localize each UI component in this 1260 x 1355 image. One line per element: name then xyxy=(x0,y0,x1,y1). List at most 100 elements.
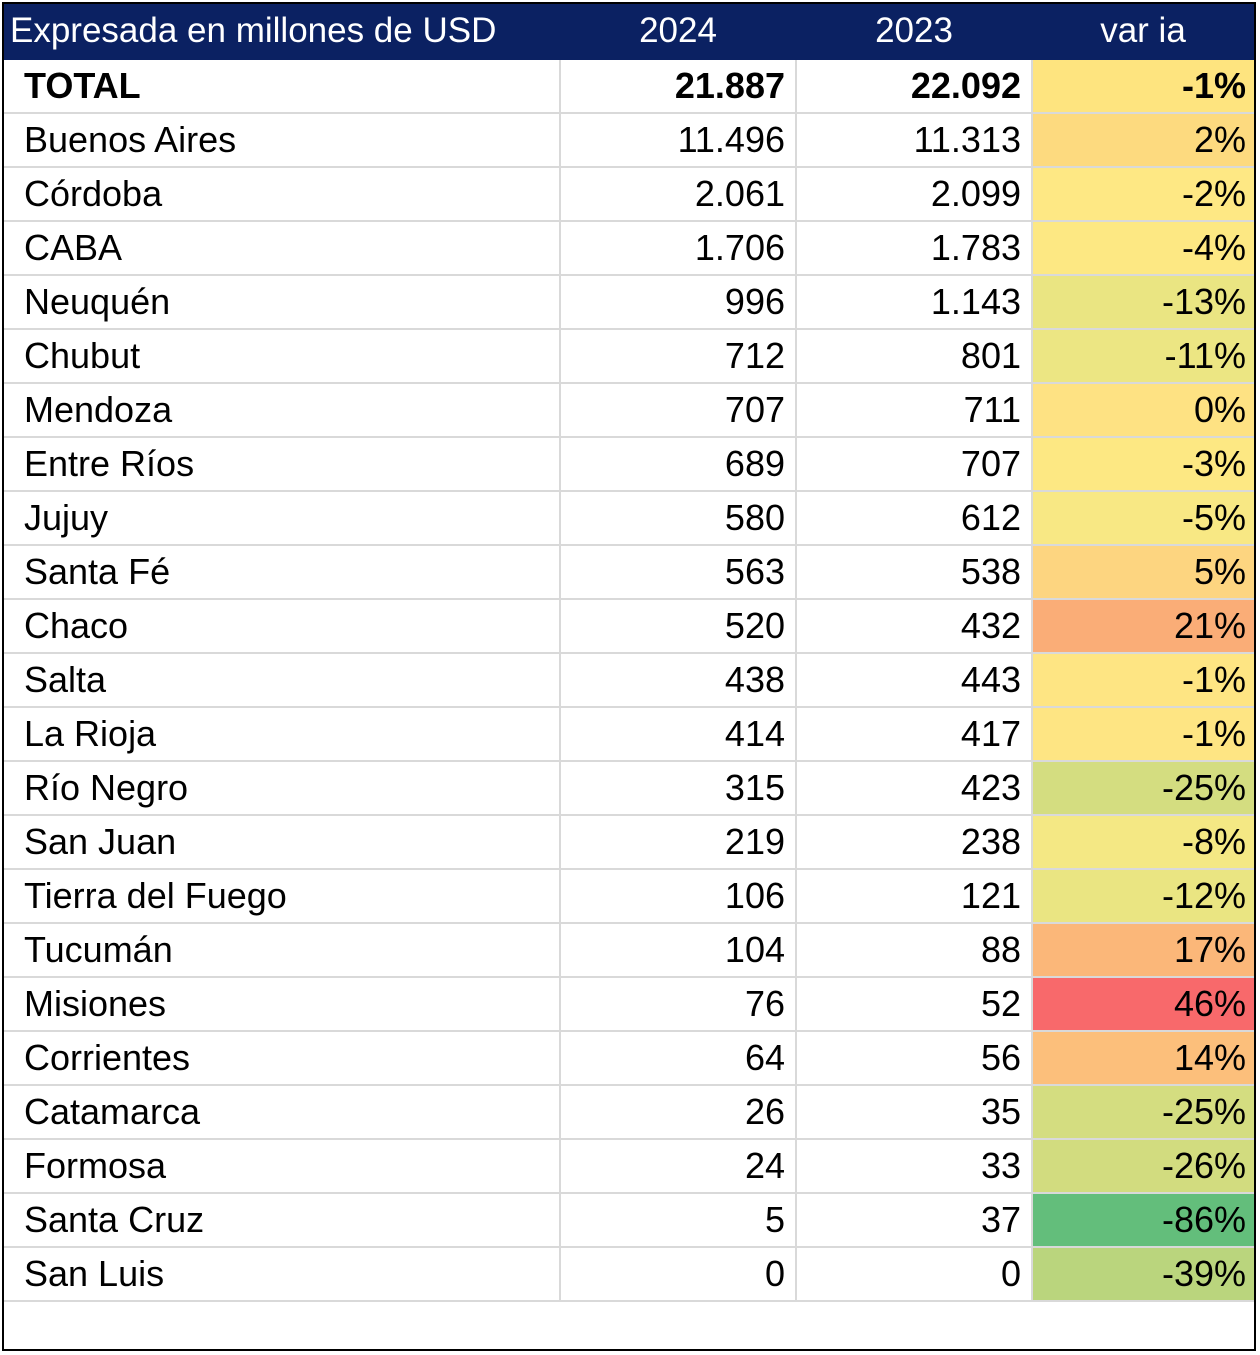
var-ia-cell: -1% xyxy=(1032,59,1254,114)
value-2023-cell: 0 xyxy=(796,1247,1033,1302)
table-row: Santa Fé 563 538 5% xyxy=(4,545,1254,600)
header-2023: 2023 xyxy=(796,4,1032,60)
value-2023-cell: 801 xyxy=(796,329,1033,384)
value-2024-cell: 2.061 xyxy=(560,167,797,222)
value-2024-cell: 219 xyxy=(560,815,797,870)
header-label: Expresada en millones de USD xyxy=(4,4,560,60)
province-name-cell: Misiones xyxy=(4,977,561,1032)
table-row: Río Negro 315 423 -25% xyxy=(4,761,1254,816)
var-ia-cell: -2% xyxy=(1032,167,1254,222)
var-ia-cell: -26% xyxy=(1032,1139,1254,1194)
value-2024-cell: 520 xyxy=(560,599,797,654)
province-name-cell: Corrientes xyxy=(4,1031,561,1086)
value-2023-cell: 52 xyxy=(796,977,1033,1032)
value-2023-cell: 2.099 xyxy=(796,167,1033,222)
table-row: Chaco 520 432 21% xyxy=(4,599,1254,654)
var-ia-cell: 17% xyxy=(1032,923,1254,978)
var-ia-cell: -12% xyxy=(1032,869,1254,924)
value-2024-cell: 5 xyxy=(560,1193,797,1248)
var-ia-cell: -25% xyxy=(1032,1085,1254,1140)
value-2024-cell: 64 xyxy=(560,1031,797,1086)
table-row: La Rioja 414 417 -1% xyxy=(4,707,1254,762)
province-name-cell: Formosa xyxy=(4,1139,561,1194)
province-name-cell: Río Negro xyxy=(4,761,561,816)
table-row: Misiones 76 52 46% xyxy=(4,977,1254,1032)
value-2024-cell: 315 xyxy=(560,761,797,816)
var-ia-cell: -4% xyxy=(1032,221,1254,276)
value-2024-cell: 104 xyxy=(560,923,797,978)
province-name-cell: Córdoba xyxy=(4,167,561,222)
value-2024-cell: 438 xyxy=(560,653,797,708)
value-2024-cell: 707 xyxy=(560,383,797,438)
table-row: Córdoba 2.061 2.099 -2% xyxy=(4,167,1254,222)
table-row: Buenos Aires 11.496 11.313 2% xyxy=(4,113,1254,168)
value-2024-cell: 563 xyxy=(560,545,797,600)
value-2023-cell: 238 xyxy=(796,815,1033,870)
var-ia-cell: -1% xyxy=(1032,653,1254,708)
province-name-cell: Buenos Aires xyxy=(4,113,561,168)
table-row: Salta 438 443 -1% xyxy=(4,653,1254,708)
value-2023-cell: 707 xyxy=(796,437,1033,492)
var-ia-cell: -5% xyxy=(1032,491,1254,546)
value-2023-cell: 35 xyxy=(796,1085,1033,1140)
value-2024-cell: 106 xyxy=(560,869,797,924)
value-2024-cell: 712 xyxy=(560,329,797,384)
value-2023-cell: 612 xyxy=(796,491,1033,546)
value-2023-cell: 88 xyxy=(796,923,1033,978)
var-ia-cell: -1% xyxy=(1032,707,1254,762)
value-2024-cell: 76 xyxy=(560,977,797,1032)
province-name-cell: TOTAL xyxy=(4,59,561,114)
table-row: Tucumán 104 88 17% xyxy=(4,923,1254,978)
var-ia-cell: -86% xyxy=(1032,1193,1254,1248)
table-row: Mendoza 707 711 0% xyxy=(4,383,1254,438)
province-name-cell: La Rioja xyxy=(4,707,561,762)
table-row: Chubut 712 801 -11% xyxy=(4,329,1254,384)
value-2023-cell: 423 xyxy=(796,761,1033,816)
table-row: Jujuy 580 612 -5% xyxy=(4,491,1254,546)
exports-by-province-table: Expresada en millones de USD 2024 2023 v… xyxy=(4,4,1254,1302)
province-name-cell: Catamarca xyxy=(4,1085,561,1140)
value-2023-cell: 1.783 xyxy=(796,221,1033,276)
province-name-cell: Chubut xyxy=(4,329,561,384)
value-2024-cell: 580 xyxy=(560,491,797,546)
var-ia-cell: 46% xyxy=(1032,977,1254,1032)
value-2024-cell: 689 xyxy=(560,437,797,492)
value-2024-cell: 11.496 xyxy=(560,113,797,168)
table-row: CABA 1.706 1.783 -4% xyxy=(4,221,1254,276)
value-2023-cell: 432 xyxy=(796,599,1033,654)
var-ia-cell: 0% xyxy=(1032,383,1254,438)
table-row: Catamarca 26 35 -25% xyxy=(4,1085,1254,1140)
value-2024-cell: 996 xyxy=(560,275,797,330)
province-name-cell: San Juan xyxy=(4,815,561,870)
value-2024-cell: 21.887 xyxy=(560,59,797,114)
header-var-ia: var ia xyxy=(1032,4,1254,60)
province-name-cell: Chaco xyxy=(4,599,561,654)
var-ia-cell: 14% xyxy=(1032,1031,1254,1086)
value-2023-cell: 711 xyxy=(796,383,1033,438)
value-2023-cell: 417 xyxy=(796,707,1033,762)
province-name-cell: Neuquén xyxy=(4,275,561,330)
var-ia-cell: -11% xyxy=(1032,329,1254,384)
value-2023-cell: 538 xyxy=(796,545,1033,600)
var-ia-cell: 5% xyxy=(1032,545,1254,600)
province-name-cell: Salta xyxy=(4,653,561,708)
value-2024-cell: 414 xyxy=(560,707,797,762)
province-name-cell: San Luis xyxy=(4,1247,561,1302)
table-row: Neuquén 996 1.143 -13% xyxy=(4,275,1254,330)
total-row: TOTAL 21.887 22.092 -1% xyxy=(4,59,1254,114)
value-2024-cell: 24 xyxy=(560,1139,797,1194)
var-ia-cell: -39% xyxy=(1032,1247,1254,1302)
province-name-cell: Tierra del Fuego xyxy=(4,869,561,924)
value-2023-cell: 121 xyxy=(796,869,1033,924)
value-2024-cell: 1.706 xyxy=(560,221,797,276)
var-ia-cell: -13% xyxy=(1032,275,1254,330)
value-2023-cell: 56 xyxy=(796,1031,1033,1086)
table-row: Santa Cruz 5 37 -86% xyxy=(4,1193,1254,1248)
table-row: San Juan 219 238 -8% xyxy=(4,815,1254,870)
province-name-cell: Tucumán xyxy=(4,923,561,978)
province-name-cell: CABA xyxy=(4,221,561,276)
var-ia-cell: -25% xyxy=(1032,761,1254,816)
value-2024-cell: 26 xyxy=(560,1085,797,1140)
value-2024-cell: 0 xyxy=(560,1247,797,1302)
